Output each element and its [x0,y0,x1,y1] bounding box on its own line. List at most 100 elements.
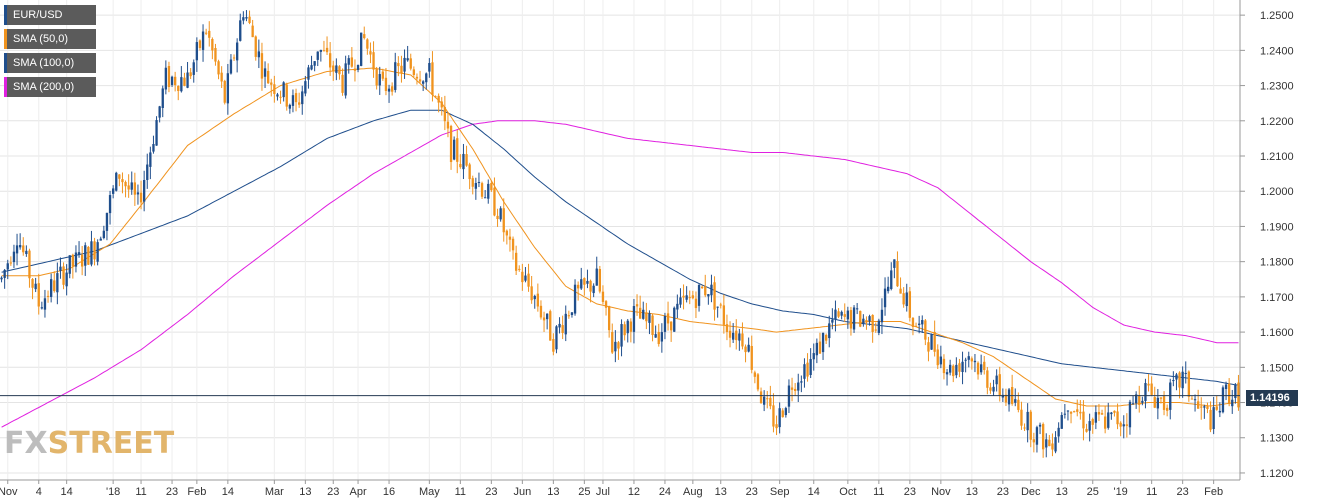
candle-body [518,268,521,270]
candle-body [859,310,862,327]
candle-body [1103,416,1107,429]
candle-body [1085,428,1088,432]
y-tick-label: 1.2100 [1260,151,1294,163]
candle-body [1110,412,1113,415]
candle-body [440,101,443,108]
candle-body [189,72,192,77]
candle-body [806,362,809,377]
candle-body [434,96,437,98]
x-tick-label: 14 [61,486,73,498]
candle-body [260,53,264,79]
x-tick-label: '18 [106,486,120,498]
candle-body [669,321,673,331]
candle-body [25,250,28,255]
legend-label-sma50: SMA (50,0) [13,33,69,45]
candle-body [1122,424,1125,427]
candle-body [1029,411,1032,440]
candle-body [846,310,850,320]
candle-body [490,183,493,191]
candle-body [803,364,806,379]
candle-body [164,67,168,90]
candle-body [254,36,257,57]
candle-body [930,334,933,350]
y-tick-label: 1.1200 [1260,468,1294,480]
candle-body [828,323,831,339]
x-tick-label: Oct [839,486,856,498]
candle-body [65,272,68,287]
candle-body [214,48,217,62]
candle-body [127,185,130,190]
candle-body [366,39,369,49]
candle-body [521,271,524,283]
candle-body [986,370,989,388]
candle-body [917,323,921,325]
candle-body [208,30,211,38]
candle-body [279,96,282,98]
candle-body [617,342,620,349]
candle-body [778,408,781,428]
candle-body [1082,411,1085,429]
candle-body [654,334,657,338]
candle-body [1212,407,1215,430]
candle-body [496,215,499,219]
candle-body [390,86,394,92]
candle-body [756,374,760,390]
candle-body [682,295,685,298]
y-tick-label: 1.2200 [1260,116,1294,128]
candle-body [1063,413,1067,415]
candle-body [750,345,753,370]
candle-body [183,77,186,86]
candle-body [356,64,360,70]
x-tick-label: 13 [715,486,727,498]
legend-item-sma200: SMA (200,0) [4,77,96,97]
candle-body [762,396,766,405]
candle-body [22,245,25,253]
legend-label-sma100: SMA (100,0) [13,57,75,69]
x-tick-label: 23 [166,486,178,498]
candle-body [821,332,825,353]
candle-body [533,295,536,300]
candle-body [576,284,580,289]
candle-body [77,252,81,255]
candle-body [955,364,958,376]
candle-body [539,305,543,318]
candle-body [505,230,509,236]
candle-body [979,364,983,373]
candle-body [865,320,868,322]
y-tick-label: 1.2400 [1260,45,1294,57]
candle-body [676,303,679,310]
candle-body [713,282,716,310]
candle-body [195,42,199,61]
candle-body [242,17,245,21]
candle-body [142,180,146,202]
candle-body [784,408,788,416]
candle-body [973,360,977,363]
candle-body [1054,437,1057,452]
x-tick-label: 4 [36,486,42,498]
candle-body [1119,422,1122,427]
candle-body [335,65,338,73]
candle-body [59,266,62,271]
candle-body [921,320,924,325]
sma-200-series [1,120,1239,428]
x-tick-label: 11 [135,486,146,498]
candle-body [545,313,549,320]
candle-body [211,39,214,51]
candle-body [1190,398,1194,400]
candle-body [229,59,233,74]
candle-body [914,325,918,327]
candle-body [465,154,468,166]
candle-body [468,164,471,180]
sma200-line [1,120,1239,428]
candle-body [1066,410,1070,412]
candle-body [818,341,822,354]
y-tick-label: 1.1300 [1260,433,1294,445]
candle-body [449,125,453,163]
candle-body [989,387,992,391]
candle-body [781,410,784,418]
candle-body [56,273,59,293]
candle-body [834,309,837,320]
legend-swatch-sma100 [4,53,7,73]
candle-body [406,58,409,61]
candle-body [338,66,341,75]
